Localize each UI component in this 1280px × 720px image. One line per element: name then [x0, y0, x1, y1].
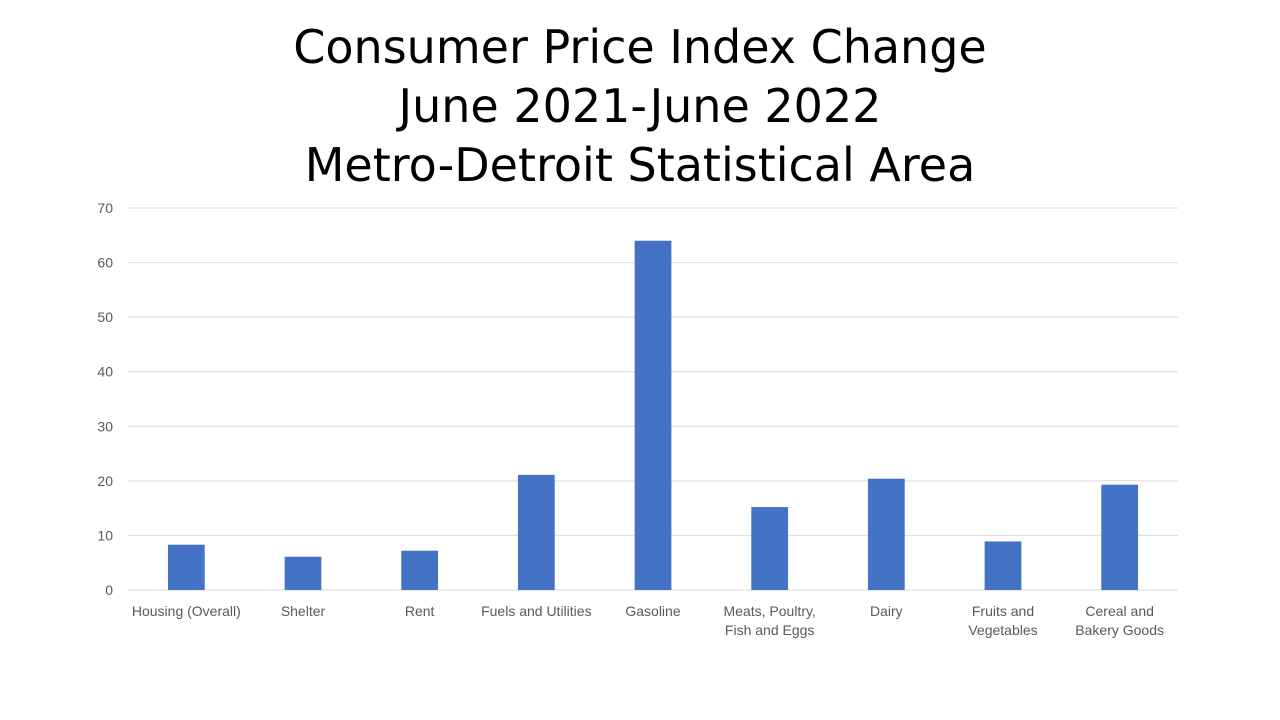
bar: [751, 507, 789, 590]
bar: [284, 556, 322, 590]
y-tick-label: 20: [97, 473, 113, 489]
chart-title-line-2: June 2021-June 2022: [398, 79, 882, 133]
bar: [1101, 484, 1139, 590]
x-category-label: Fruits and Vegetables: [968, 603, 1037, 638]
bar: [634, 240, 672, 590]
x-category-label: Fuels and Utilities: [481, 603, 592, 619]
chart-title-line-3: Metro-Detroit Statistical Area: [304, 138, 976, 192]
x-category-label: Gasoline: [625, 603, 680, 619]
y-tick-label: 70: [97, 200, 113, 216]
x-category-label: Housing (Overall): [132, 603, 241, 619]
x-category-label: Rent: [405, 603, 435, 619]
bar: [167, 544, 205, 590]
bar: [984, 541, 1022, 590]
y-tick-label: 50: [97, 309, 113, 325]
x-category-label: Dairy: [870, 603, 903, 619]
x-category-label: Cereal and Bakery Goods: [1075, 603, 1164, 638]
chart-title: Consumer Price Index Change June 2021-Ju…: [0, 18, 1280, 195]
bar: [517, 474, 555, 590]
x-category-label: Shelter: [281, 603, 326, 619]
bar: [867, 478, 905, 590]
y-tick-label: 40: [97, 364, 113, 380]
bar: [401, 550, 439, 590]
chart-title-line-1: Consumer Price Index Change: [293, 20, 987, 74]
x-category-label: Meats, Poultry, Fish and Eggs: [724, 603, 816, 638]
y-tick-label: 0: [105, 582, 113, 598]
y-tick-label: 30: [97, 418, 113, 434]
y-tick-label: 60: [97, 255, 113, 271]
y-tick-label: 10: [97, 527, 113, 543]
